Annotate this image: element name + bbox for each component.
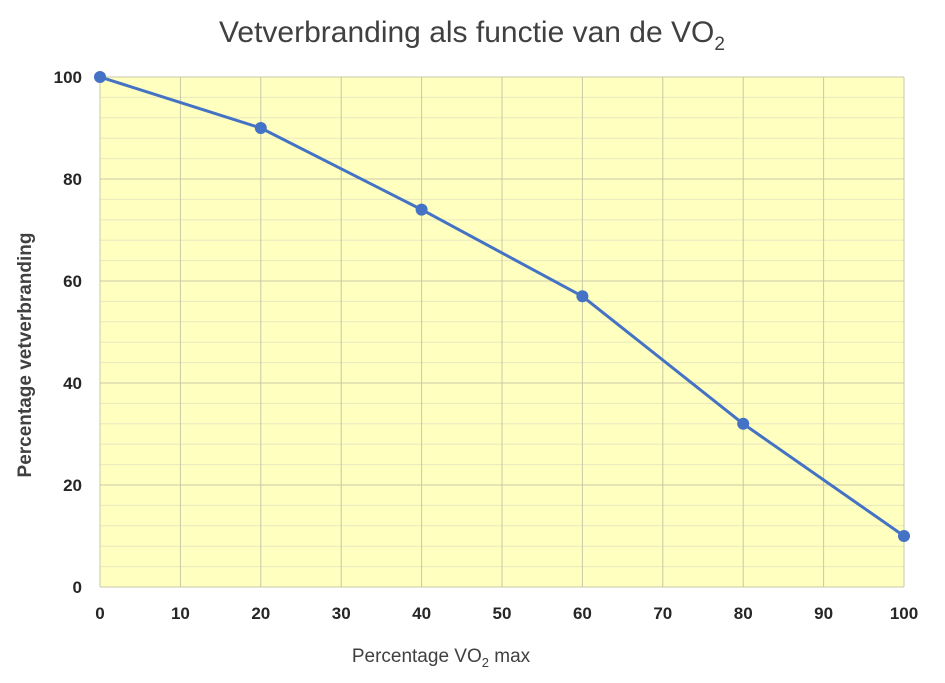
x-tick-labels: 0 10 20 30 40 50 60 70 80 90 100 [95,604,918,623]
x-tick-label: 50 [493,604,512,623]
x-axis-label: Percentage VO2 max [352,646,531,670]
x-tick-label: 80 [734,604,753,623]
x-tick-label: 60 [573,604,592,623]
y-tick-label: 0 [73,578,82,597]
data-point [94,71,106,83]
x-tick-label: 40 [412,604,431,623]
y-axis-label: Percentage vetverbranding [15,233,36,478]
data-point [415,203,428,216]
data-point [576,290,589,303]
y-tick-label: 60 [63,272,82,291]
series-line-group [94,71,910,542]
x-tick-label: 90 [814,604,833,623]
y-tick-label: 20 [63,476,82,495]
chart-title-main: Vetverbranding als functie van de VO [219,16,714,49]
x-axis-label-prefix: Percentage VO [352,646,482,667]
x-tick-label: 20 [251,604,270,623]
y-tick-label: 100 [54,68,82,87]
x-tick-label: 30 [332,604,351,623]
y-tick-labels: 0 20 40 60 80 100 [54,68,82,597]
major-gridlines [99,76,905,588]
x-tick-label: 70 [653,604,672,623]
y-tick-label: 40 [63,374,82,393]
chart-title: Vetverbranding als functie van de VO2 [219,16,725,55]
chart-title-subscript: 2 [714,34,725,55]
data-point [737,417,750,430]
series-line [99,75,905,538]
x-axis-label-suffix: max [489,646,531,667]
x-tick-label: 100 [890,604,918,623]
data-point [898,530,910,542]
x-axis-label-subscript: 2 [482,655,489,670]
x-tick-label: 10 [171,604,190,623]
x-tick-label: 0 [95,604,104,623]
y-tick-label: 80 [63,170,82,189]
data-point [254,122,267,134]
